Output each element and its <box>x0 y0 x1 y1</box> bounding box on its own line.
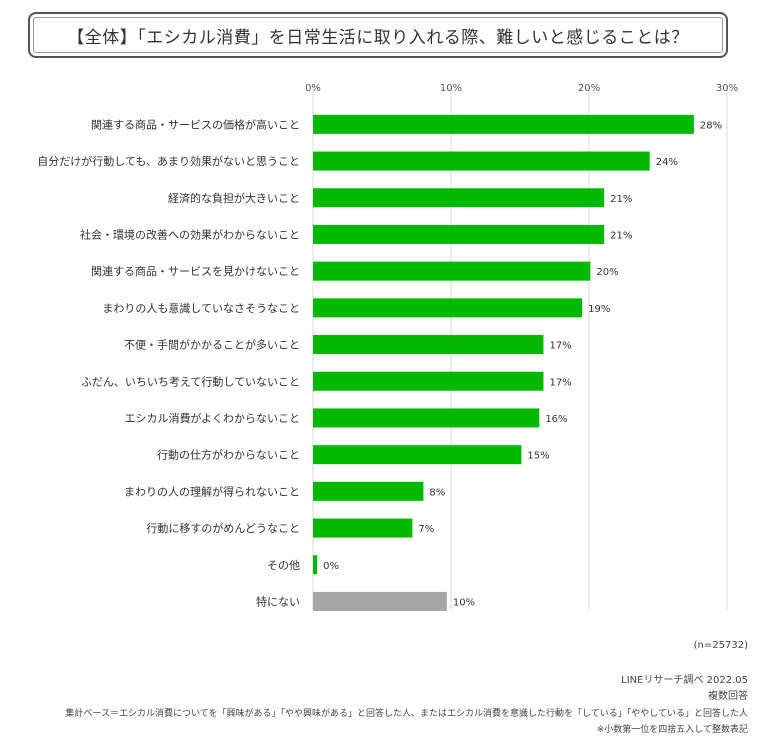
bar <box>313 298 583 318</box>
bar <box>313 481 424 501</box>
bar <box>313 591 447 611</box>
bar <box>313 371 544 391</box>
category-label: 自分だけが行動しても、あまり効果がないと思うこと <box>37 154 300 168</box>
data-label: 0% <box>323 561 339 572</box>
category-label: 社会・環境の改善への効果がわからないこと <box>80 227 300 241</box>
category-label: まわりの人も意識していなさそうなこと <box>102 301 300 315</box>
data-label: 10% <box>453 597 475 608</box>
data-label: 8% <box>429 487 445 498</box>
category-label: 経済的な負担が大きいこと <box>168 191 300 205</box>
data-label: 20% <box>596 267 618 278</box>
source-note: LINEリサーチ調べ 2022.05 <box>621 675 748 686</box>
bar <box>313 408 540 428</box>
bar-chart: 0% 10% 20% 30% 関連する商品・サービスの価格が高いこと 28% 自分だけが行動… <box>37 83 738 611</box>
rounding-note: ※小数第一位を四捨五入して整数表記 <box>596 725 748 735</box>
multiple-answer-note: 複数回答 <box>708 691 748 702</box>
bar <box>313 335 544 355</box>
category-label: ふだん、いちいち考えて行動していないこと <box>81 374 300 388</box>
bar <box>313 224 605 244</box>
x-tick-label: 10% <box>440 83 462 94</box>
chart-title: 【全体】「エシカル消費」を日常生活に取り入れる際、難しいと感じることは？ <box>67 27 689 48</box>
bar <box>313 555 318 575</box>
chart-title-box: 【全体】「エシカル消費」を日常生活に取り入れる際、難しいと感じることは？ <box>28 12 728 58</box>
x-tick-label: 0% <box>305 83 321 94</box>
bar <box>313 445 522 465</box>
x-tick-label: 30% <box>716 83 738 94</box>
category-label: 関連する商品・サービスを見かけないこと <box>91 264 300 278</box>
data-label: 15% <box>527 451 549 462</box>
x-tick-label: 20% <box>578 83 600 94</box>
bar <box>313 114 694 134</box>
data-label: 19% <box>588 304 610 315</box>
category-label: 行動の仕方がわからないこと <box>157 448 300 462</box>
data-label: 7% <box>418 524 434 535</box>
sample-size-note: (n=25732) <box>693 640 748 651</box>
data-label: 21% <box>610 194 632 205</box>
data-label: 16% <box>545 414 567 425</box>
category-label: 特にない <box>256 594 300 608</box>
data-label: 21% <box>610 230 632 241</box>
category-label: まわりの人の理解が得られないこと <box>124 484 300 498</box>
bar <box>313 151 650 171</box>
base-note: 集計ベース＝エシカル消費についてを「興味がある」「やや興味がある」と回答した人、… <box>65 709 748 719</box>
data-label: 17% <box>549 377 571 388</box>
bar <box>313 188 605 208</box>
category-label: 関連する商品・サービスの価格が高いこと <box>91 117 300 131</box>
category-label: 行動に移すのがめんどうなこと <box>146 521 300 535</box>
category-label: その他 <box>267 559 300 572</box>
bar <box>313 518 413 538</box>
data-label: 17% <box>549 341 571 352</box>
data-label: 24% <box>656 157 678 168</box>
data-label: 28% <box>700 120 722 131</box>
category-label: 不便・手間がかかることが多いこと <box>124 338 300 352</box>
category-label: エシカル消費がよくわからないこと <box>125 411 300 425</box>
bar <box>313 261 591 281</box>
